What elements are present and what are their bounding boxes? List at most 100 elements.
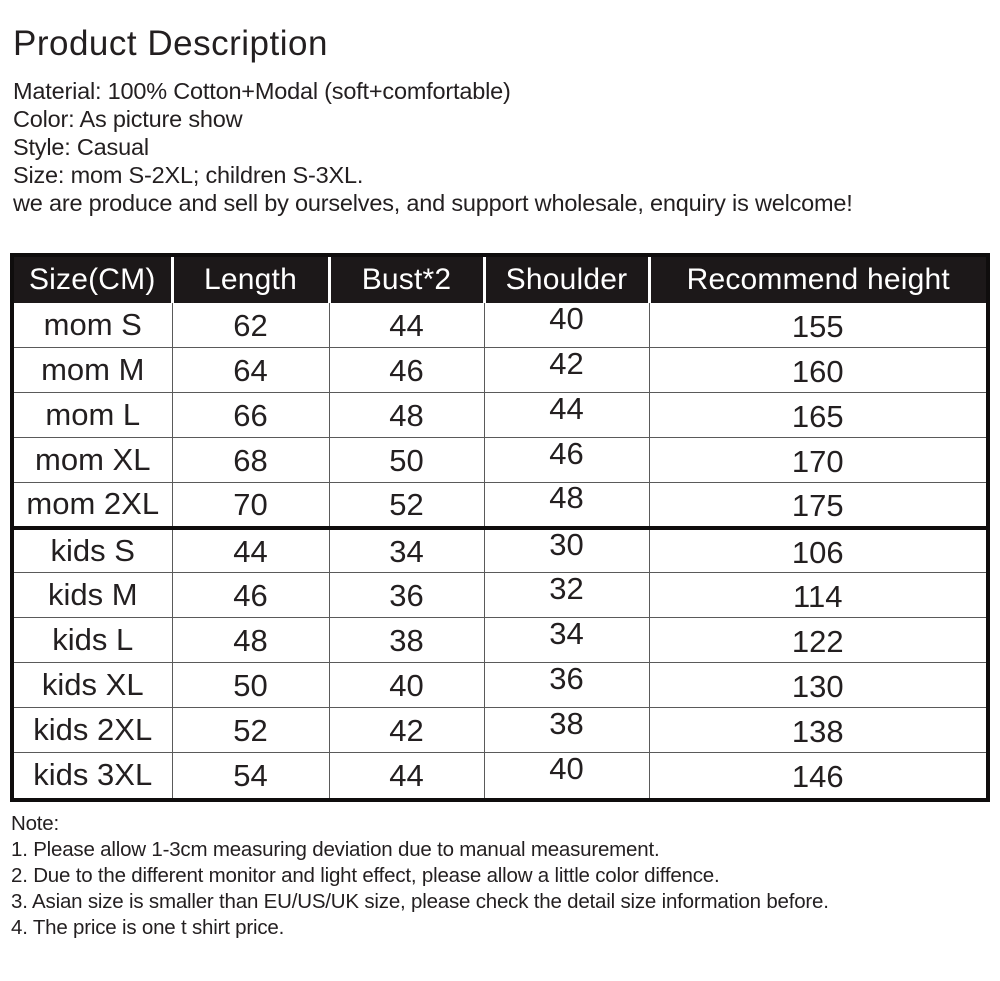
product-description-page: Product Description Material: 100% Cotto…	[0, 24, 1000, 981]
measurement-cell: 48	[171, 617, 329, 663]
size-label-cell: kids M	[14, 572, 172, 618]
note-line-3: 3. Asian size is smaller than EU/US/UK s…	[11, 889, 829, 913]
measurement-cell: 50	[328, 437, 484, 483]
measurement-cell: 66	[171, 392, 329, 438]
cell-value: 54	[233, 758, 268, 794]
detail-line-material: Material: 100% Cotton+Modal (soft+comfor…	[13, 77, 511, 104]
measurement-cell: 170	[648, 437, 986, 483]
cell-value: 106	[791, 534, 844, 570]
cell-value: 32	[549, 571, 584, 606]
table-row: kids 3XL 54 44 40 146	[14, 751, 986, 798]
cell-value: kids 2XL	[33, 712, 153, 747]
measurement-cell: 52	[328, 482, 484, 528]
measurement-cell: 34	[483, 616, 649, 663]
size-label-cell: mom M	[14, 347, 172, 393]
cell-value: 44	[389, 758, 424, 794]
cell-value: 64	[233, 353, 268, 388]
table-row: mom L 66 48 44 165	[14, 391, 986, 438]
cell-value: 170	[791, 444, 844, 479]
cell-value: 46	[389, 353, 424, 388]
note-line-2: 2. Due to the different monitor and ligh…	[11, 863, 720, 887]
measurement-cell: 155	[648, 302, 986, 348]
cell-value: 48	[549, 480, 584, 516]
measurement-cell: 32	[483, 571, 649, 618]
detail-line-color: Color: As picture show	[13, 105, 243, 132]
cell-value: kids 3XL	[33, 757, 153, 793]
measurement-cell: 68	[171, 437, 329, 483]
size-label-cell: mom S	[14, 303, 172, 348]
cell-value: mom M	[41, 352, 145, 387]
measurement-cell: 36	[328, 572, 484, 618]
size-label-cell: kids S	[14, 525, 172, 573]
cell-value: 34	[549, 616, 584, 651]
cell-value: 50	[389, 443, 424, 478]
cell-value: 70	[233, 487, 268, 523]
cell-value: mom L	[45, 397, 141, 432]
measurement-cell: 34	[328, 525, 484, 573]
cell-value: 175	[791, 488, 844, 524]
measurement-cell: 54	[171, 752, 329, 798]
measurement-cell: 48	[483, 480, 649, 528]
kids-sizes-section: kids S 44 34 30 106 kids M 46 36 32 114 kids L 48 38…	[14, 525, 986, 798]
cell-value: mom XL	[35, 442, 151, 477]
measurement-cell: 46	[483, 436, 649, 483]
measurement-cell: 106	[648, 525, 986, 573]
cell-value: 122	[791, 624, 844, 659]
notes: Note: 1. Please allow 1-3cm measuring de…	[11, 811, 1000, 941]
cell-value: 36	[549, 661, 584, 696]
measurement-cell: 130	[648, 662, 986, 708]
mom-sizes-section: mom S 62 44 40 155 mom M 64 46 42 160 mom L 66 48 44 1…	[14, 301, 986, 528]
cell-value: mom 2XL	[26, 486, 160, 522]
measurement-cell: 42	[483, 346, 649, 393]
measurement-cell: 40	[483, 751, 649, 798]
measurement-cell: 38	[328, 617, 484, 663]
measurement-cell: 62	[171, 302, 329, 348]
cell-value: 66	[233, 398, 268, 433]
size-label-cell: kids 3XL	[14, 752, 172, 798]
cell-value: 46	[549, 436, 584, 471]
cell-value: 52	[233, 713, 268, 748]
cell-value: 155	[791, 308, 844, 344]
header-cell-shoulder: Shoulder	[482, 256, 649, 303]
cell-value: 44	[389, 307, 424, 343]
cell-value: 30	[549, 526, 584, 562]
measurement-cell: 44	[328, 752, 484, 798]
size-chart-table: Size(CM) Length Bust*2 Shoulder Recommen…	[10, 252, 990, 802]
cell-value: 44	[233, 533, 268, 569]
cell-value: 68	[233, 443, 268, 478]
cell-value: 34	[389, 533, 424, 569]
cell-value: 165	[791, 399, 844, 434]
detail-line-size: Size: mom S-2XL; children S-3XL.	[13, 161, 364, 188]
header-cell-bust: Bust*2	[327, 256, 484, 303]
header-cell-length: Length	[170, 256, 329, 303]
measurement-cell: 175	[648, 482, 986, 528]
cell-value: 44	[549, 391, 584, 426]
measurement-cell: 114	[648, 572, 986, 618]
measurement-cell: 40	[328, 662, 484, 708]
measurement-cell: 40	[483, 301, 649, 348]
cell-value: kids S	[50, 532, 135, 568]
measurement-cell: 38	[483, 706, 649, 753]
size-label-cell: mom 2XL	[14, 482, 172, 528]
measurement-cell: 44	[328, 302, 484, 348]
page-title: Product Description	[13, 24, 328, 63]
cell-value: 40	[389, 668, 424, 703]
measurement-cell: 46	[328, 347, 484, 393]
cell-value: 62	[233, 307, 268, 343]
table-row: mom 2XL 70 52 48 175	[14, 480, 986, 528]
table-row: kids L 48 38 34 122	[14, 616, 986, 663]
measurement-cell: 160	[648, 347, 986, 393]
table-row: mom M 64 46 42 160	[14, 346, 986, 393]
cell-value: 50	[233, 668, 268, 703]
measurement-cell: 122	[648, 617, 986, 663]
measurement-cell: 70	[171, 482, 329, 528]
measurement-cell: 42	[328, 707, 484, 753]
measurement-cell: 44	[483, 391, 649, 438]
cell-value: 48	[389, 398, 424, 433]
cell-value: 40	[549, 751, 584, 787]
cell-value: 46	[233, 578, 268, 613]
measurement-cell: 30	[483, 525, 649, 573]
measurement-cell: 52	[171, 707, 329, 753]
note-label: Note:	[11, 811, 59, 835]
cell-value: kids M	[47, 577, 138, 612]
